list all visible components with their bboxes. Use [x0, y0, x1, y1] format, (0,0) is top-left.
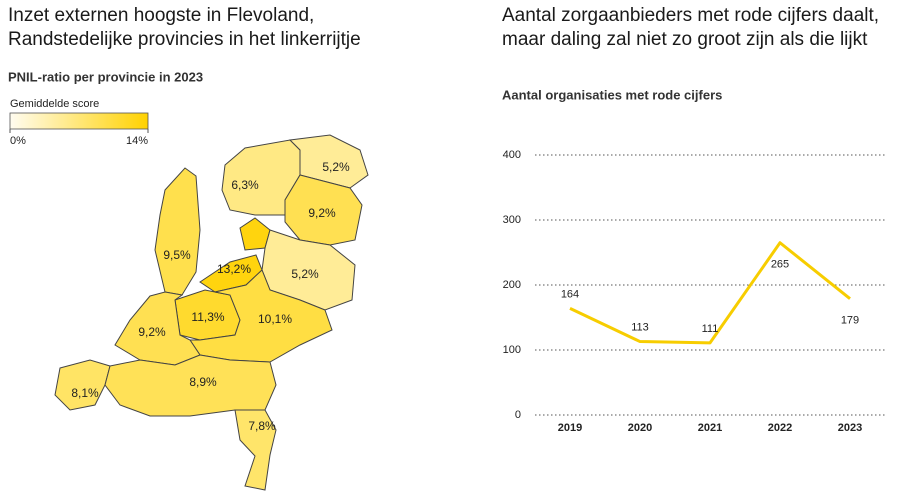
- line: [569, 241, 851, 345]
- x-tick-label: 2021: [698, 422, 722, 434]
- province: [154, 167, 201, 296]
- data-label: 164: [561, 288, 579, 300]
- x-tick-label: 2022: [768, 422, 792, 434]
- data-label: 179: [841, 315, 859, 327]
- line-title-line: maar daling zal niet zo groot zijn als d…: [502, 29, 868, 50]
- province-label: 5,2%: [291, 267, 319, 281]
- province-label: 11,3%: [191, 310, 224, 324]
- province-label: 5,2%: [322, 160, 350, 174]
- province: [234, 409, 277, 491]
- x-tick-label: 2020: [628, 422, 652, 434]
- province: [104, 354, 277, 417]
- map-subtitle: PNIL-ratio per provincie in 2023: [8, 69, 203, 84]
- province-label: 6,3%: [231, 178, 259, 192]
- x-tick-label: 2023: [838, 422, 862, 434]
- y-tick-label: 100: [503, 344, 521, 356]
- province-label: 8,9%: [189, 375, 217, 389]
- province-label: 9,5%: [163, 248, 191, 262]
- x-tick-label: 2019: [558, 422, 582, 434]
- legend-tick-label: 0%: [10, 135, 26, 147]
- province-label: 9,2%: [308, 206, 336, 220]
- province-label: 13,2%: [217, 262, 251, 276]
- province-label: 8,1%: [71, 386, 99, 400]
- y-tick-label: 400: [503, 149, 521, 161]
- y-tick-label: 0: [515, 409, 521, 421]
- legend-colorbar: [9, 112, 149, 130]
- y-tick-label: 200: [503, 279, 521, 291]
- y-tick-label: 300: [503, 214, 521, 226]
- legend-tick-label: 14%: [126, 135, 148, 147]
- data-label: 265: [771, 259, 789, 271]
- line-title-line: Aantal zorgaanbieders met rode cijfers d…: [502, 5, 879, 26]
- data-label: 113: [631, 321, 649, 333]
- legend-title: Gemiddelde score: [10, 98, 99, 110]
- map-title-line: Randstedelijke provincies in het linkerr…: [8, 29, 361, 50]
- province: [54, 359, 111, 411]
- data-label: 111: [702, 323, 719, 335]
- province: [114, 291, 201, 366]
- province-label: 7,8%: [248, 419, 276, 433]
- province: [288, 134, 369, 189]
- province-label: 9,2%: [138, 325, 166, 339]
- province-label: 10,1%: [258, 312, 292, 326]
- line-subtitle: Aantal organisaties met rode cijfers: [502, 87, 722, 102]
- map-title-line: Inzet externen hoogste in Flevoland,: [8, 5, 314, 26]
